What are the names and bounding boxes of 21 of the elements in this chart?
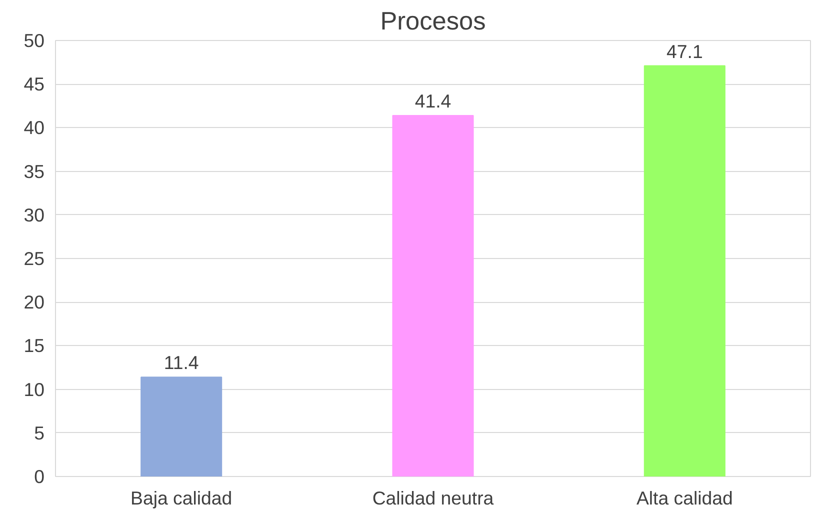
y-tick-label: 5 <box>34 422 45 444</box>
bar <box>392 114 474 476</box>
x-tick-label: Alta calidad <box>636 488 733 508</box>
y-tick-label: 0 <box>34 466 45 487</box>
y-tick-label: 20 <box>24 292 45 313</box>
y-tick-label: 10 <box>24 378 45 400</box>
y-tick-label: 35 <box>24 160 45 182</box>
y-tick-label: 40 <box>24 117 45 138</box>
y-tick-label: 15 <box>24 335 45 356</box>
x-tick-label: Calidad neutra <box>372 488 494 508</box>
y-tick-label: 50 <box>24 30 45 51</box>
data-label: 41.4 <box>414 90 452 112</box>
data-label: 11.4 <box>164 352 199 374</box>
bar <box>644 65 726 476</box>
bar <box>140 376 222 476</box>
x-tick-label: Baja calidad <box>130 488 232 508</box>
y-tick-label: 25 <box>24 248 45 269</box>
data-label: 47.1 <box>666 40 703 62</box>
y-tick-label: 30 <box>24 204 45 226</box>
y-tick-label: 45 <box>24 74 45 95</box>
chart-title: Procesos <box>380 8 486 36</box>
